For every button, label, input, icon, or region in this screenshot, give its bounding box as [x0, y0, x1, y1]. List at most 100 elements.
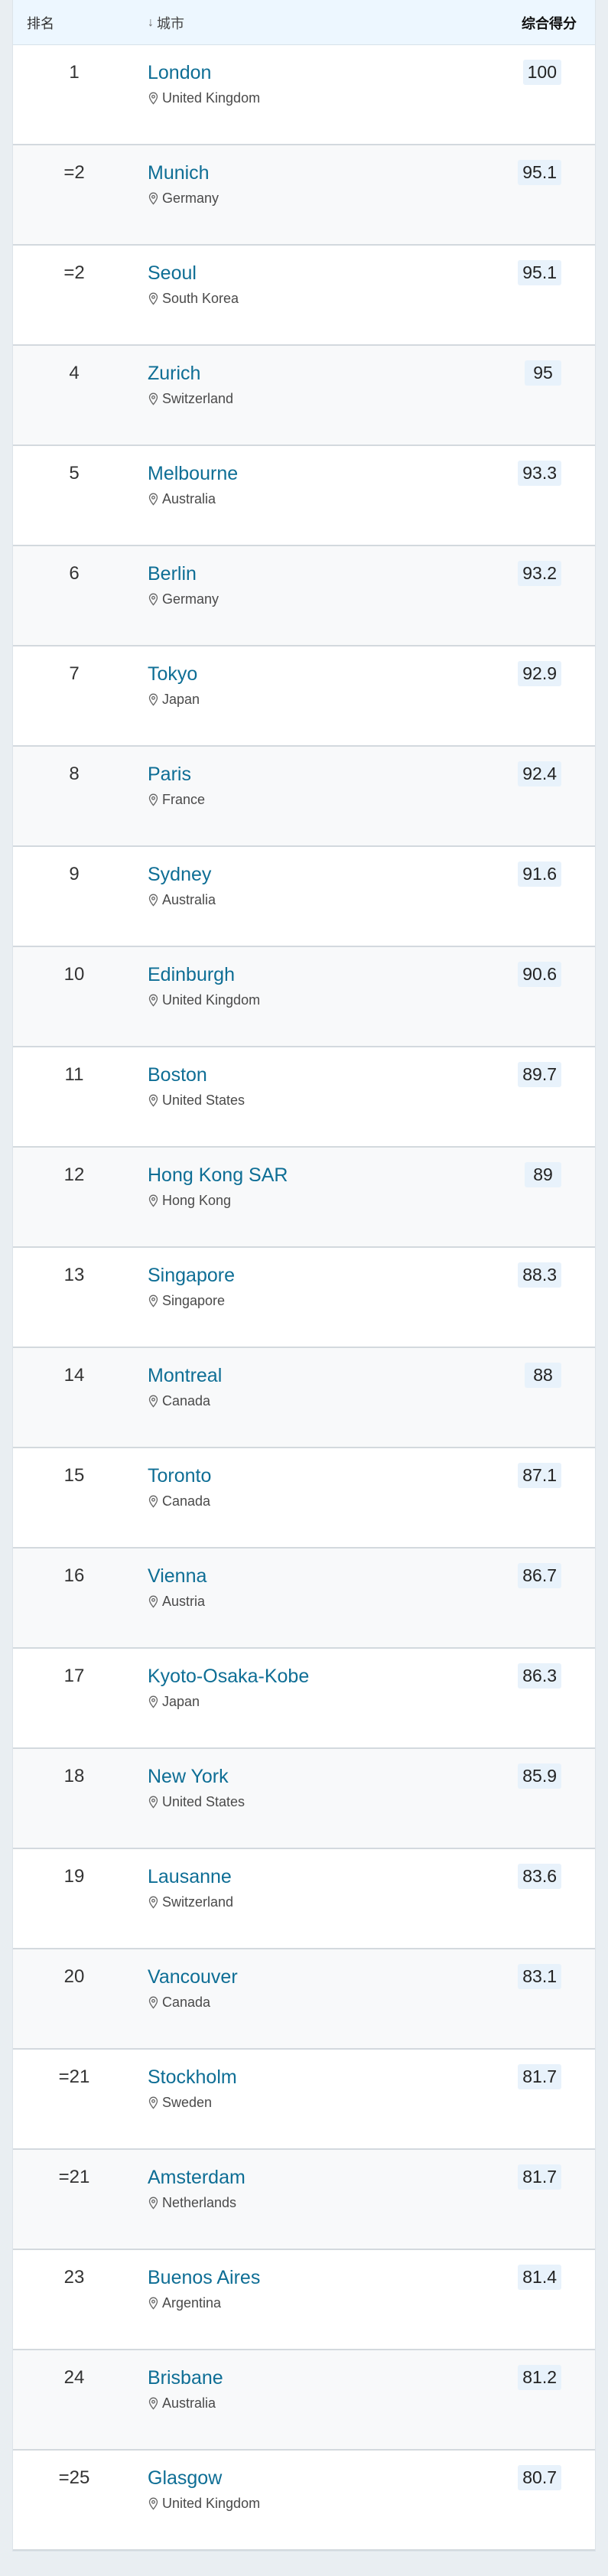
city-link[interactable]: Paris: [148, 764, 191, 785]
header-city-sort[interactable]: ↓ 城市: [148, 13, 184, 33]
country-text: Australia: [162, 2395, 216, 2411]
table-row: =21 Amsterdam Netherlands 81.7: [13, 2150, 595, 2250]
country-text: United States: [162, 1093, 245, 1108]
city-link[interactable]: Vancouver: [148, 1966, 238, 1988]
country-label: United States: [148, 1794, 245, 1810]
country-text: Austria: [162, 1594, 206, 1609]
country-label: Japan: [148, 1694, 309, 1710]
score-badge: 89: [525, 1162, 561, 1187]
country-label: Argentina: [148, 2295, 260, 2311]
city-link[interactable]: Seoul: [148, 262, 197, 284]
city-cell: Vienna Austria: [148, 1565, 206, 1610]
score-badge: 86.7: [518, 1563, 561, 1588]
country-label: Netherlands: [148, 2195, 245, 2211]
city-cell: Vancouver Canada: [148, 1965, 238, 2011]
city-link[interactable]: Brisbane: [148, 2367, 223, 2389]
city-cell: New York United States: [148, 1765, 245, 1810]
city-link[interactable]: Tokyo: [148, 663, 198, 685]
rank-cell: 12: [63, 1164, 85, 1185]
city-link[interactable]: Munich: [148, 162, 210, 184]
country-text: Singapore: [162, 1293, 226, 1308]
rank-cell: 23: [63, 2267, 85, 2288]
country-label: Sweden: [148, 2095, 237, 2111]
location-pin-icon: [148, 1595, 159, 1608]
score-badge: 92.9: [518, 661, 561, 686]
city-cell: London United Kingdom: [148, 61, 260, 106]
city-link[interactable]: Amsterdam: [148, 2167, 245, 2188]
table-row: 23 Buenos Aires Argentina 81.4: [13, 2250, 595, 2350]
rank-cell: 6: [69, 563, 80, 584]
table-row: 15 Toronto Canada 87.1: [13, 1448, 595, 1549]
country-text: Australia: [162, 491, 216, 506]
city-link[interactable]: Zurich: [148, 363, 201, 384]
country-text: United Kingdom: [162, 992, 261, 1008]
header-score[interactable]: 综合得分: [522, 16, 577, 31]
header-rank[interactable]: 排名: [27, 16, 54, 31]
table-row: 12 Hong Kong SAR Hong Kong 89: [13, 1148, 595, 1248]
city-link[interactable]: London: [148, 62, 212, 83]
city-link[interactable]: Edinburgh: [148, 964, 235, 985]
country-text: Canada: [162, 1995, 211, 2010]
country-text: Japan: [162, 692, 200, 707]
country-text: Netherlands: [162, 2195, 237, 2210]
country-text: Japan: [162, 1694, 200, 1709]
score-badge: 81.4: [518, 2265, 561, 2290]
city-link[interactable]: Sydney: [148, 864, 212, 885]
location-pin-icon: [148, 1395, 159, 1408]
score-badge: 95: [525, 360, 561, 386]
table-header: 排名 ↓ 城市 综合得分: [13, 0, 595, 45]
table-row: 20 Vancouver Canada 83.1: [13, 1949, 595, 2050]
rank-cell: 4: [69, 363, 80, 383]
city-link[interactable]: Melbourne: [148, 463, 239, 484]
city-cell: Tokyo Japan: [148, 663, 200, 708]
score-badge: 81.2: [518, 2365, 561, 2390]
arrow-down-icon: ↓: [148, 16, 154, 29]
rank-cell: 20: [63, 1966, 85, 1987]
city-link[interactable]: New York: [148, 1766, 229, 1787]
country-label: Austria: [148, 1594, 206, 1610]
city-link[interactable]: Kyoto-Osaka-Kobe: [148, 1666, 310, 1687]
city-link[interactable]: Singapore: [148, 1265, 235, 1286]
city-link[interactable]: Buenos Aires: [148, 2267, 261, 2288]
location-pin-icon: [148, 2297, 159, 2310]
rank-cell: 17: [63, 1666, 85, 1686]
city-link[interactable]: Lausanne: [148, 1866, 232, 1887]
city-link[interactable]: Hong Kong SAR: [148, 1164, 288, 1186]
city-cell: Sydney Australia: [148, 863, 216, 908]
table-row: =2 Seoul South Korea 95.1: [13, 246, 595, 346]
location-pin-icon: [148, 292, 159, 305]
country-label: Canada: [148, 1493, 211, 1509]
city-link[interactable]: Boston: [148, 1064, 207, 1086]
country-text: United States: [162, 1794, 245, 1809]
rank-cell: 10: [63, 964, 85, 985]
score-badge: 95.1: [518, 160, 561, 185]
rank-cell: 13: [63, 1265, 85, 1285]
country-text: Canada: [162, 1393, 211, 1408]
location-pin-icon: [148, 2397, 159, 2410]
score-badge: 88.3: [518, 1262, 561, 1288]
city-link[interactable]: Stockholm: [148, 2066, 237, 2088]
city-link[interactable]: Toronto: [148, 1465, 212, 1487]
table-row: 14 Montreal Canada 88: [13, 1348, 595, 1448]
country-text: Sweden: [162, 2095, 213, 2110]
rank-cell: =21: [58, 2066, 90, 2087]
location-pin-icon: [148, 1996, 159, 2009]
city-cell: Seoul South Korea: [148, 262, 239, 307]
city-cell: Zurich Switzerland: [148, 362, 233, 407]
city-link[interactable]: Montreal: [148, 1365, 223, 1386]
score-badge: 88: [525, 1363, 561, 1388]
city-link[interactable]: Vienna: [148, 1565, 207, 1587]
city-cell: Glasgow United Kingdom: [148, 2467, 260, 2512]
country-label: South Korea: [148, 291, 239, 307]
country-label: Australia: [148, 2395, 223, 2412]
city-link[interactable]: Berlin: [148, 563, 197, 585]
table-row: 19 Lausanne Switzerland 83.6: [13, 1849, 595, 1949]
score-badge: 89.7: [518, 1062, 561, 1087]
country-text: Germany: [162, 191, 219, 206]
city-cell: Singapore Singapore: [148, 1264, 235, 1309]
city-cell: Toronto Canada: [148, 1464, 211, 1509]
header-city-label: 城市: [157, 16, 184, 31]
city-link[interactable]: Glasgow: [148, 2467, 223, 2489]
city-cell: Stockholm Sweden: [148, 2066, 237, 2111]
rank-cell: 16: [63, 1565, 85, 1586]
